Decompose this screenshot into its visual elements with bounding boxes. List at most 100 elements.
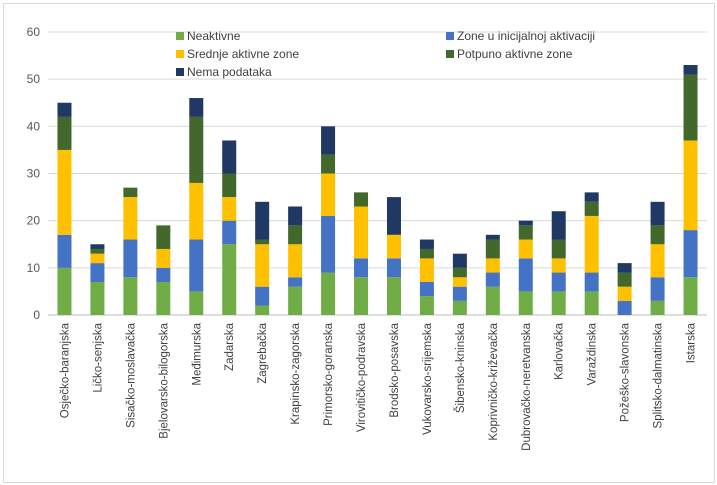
bar-segment	[584, 192, 599, 202]
bar-segment	[584, 291, 599, 315]
legend-swatch	[446, 50, 454, 58]
bar-segment	[617, 272, 632, 287]
x-tick-label: Istarska	[686, 322, 698, 363]
bar-segment	[255, 305, 270, 315]
x-tick-label: Splitsko-dalmatinska	[653, 322, 665, 428]
bar-segment	[354, 192, 369, 207]
bar-segment	[419, 281, 434, 297]
legend-label: Zone u inicijalnoj aktivaciji	[457, 29, 595, 43]
x-tick-label: Dubrovačko-neretvanska	[521, 322, 533, 450]
bar-segment	[419, 239, 434, 249]
bar-segment	[156, 267, 171, 282]
bar-segment	[189, 239, 204, 292]
bar-segment	[650, 201, 665, 226]
x-axis-ticks: Osječko-baranjska Ličko-senjska Sisačko-mo…	[59, 322, 697, 450]
bar-segment	[419, 258, 434, 282]
bar-segment	[518, 225, 533, 240]
bar-segment	[518, 239, 533, 259]
bar-segment	[419, 248, 434, 259]
bar-segment	[485, 286, 500, 315]
x-tick-label: Varaždinska	[587, 322, 599, 385]
bar-segment	[123, 187, 138, 198]
legend-label: Potpuno aktivne zone	[457, 47, 573, 61]
bar-segment	[57, 267, 72, 315]
bar-segment	[288, 244, 303, 278]
x-tick-label: Krapinsko-zagorska	[290, 322, 302, 424]
bar-segment	[288, 277, 303, 287]
bar-segment	[485, 258, 500, 273]
bar-segment	[321, 272, 336, 315]
bar-segment	[551, 291, 566, 315]
legend-swatch	[176, 50, 184, 58]
bar-segment	[90, 244, 105, 249]
bar-segment	[90, 253, 105, 264]
bar-segment	[156, 281, 171, 315]
bar-segment	[189, 182, 204, 240]
bar-segment	[288, 286, 303, 315]
y-tick-label: 50	[27, 72, 41, 86]
bar-segment	[419, 296, 434, 315]
bar-segment	[683, 277, 698, 315]
bar-segment	[683, 74, 698, 141]
bar-segment	[321, 173, 336, 216]
bar-segment	[452, 267, 467, 278]
bar-segment	[222, 197, 237, 221]
bar-segment	[617, 300, 632, 315]
y-tick-label: 40	[27, 119, 41, 133]
bar-segment	[551, 272, 566, 292]
bar-segment	[584, 201, 599, 216]
bar-segment	[650, 277, 665, 301]
x-tick-label: Ličko-senjska	[92, 322, 104, 392]
bar-segment	[288, 206, 303, 226]
bar-segment	[156, 225, 171, 249]
bar-segment	[452, 277, 467, 287]
bar-segment	[584, 215, 599, 273]
bar-segment	[584, 272, 599, 292]
y-axis-ticks: 0 10 20 30 40 50 60	[27, 25, 41, 322]
bar-segment	[617, 286, 632, 301]
bar-segment	[57, 102, 72, 117]
bar-segment	[452, 300, 467, 315]
y-tick-label: 60	[27, 25, 41, 39]
bar-segment	[386, 258, 401, 278]
x-tick-label: Šibensko-kninska	[454, 322, 467, 413]
legend-swatch	[176, 68, 184, 76]
x-tick-label: Brodsko-posavska	[389, 322, 401, 417]
bar-segment	[452, 253, 467, 268]
bar-segment	[222, 220, 237, 245]
bar-segment	[255, 239, 270, 245]
bar-segment	[189, 116, 204, 183]
legend-label: Neaktivne	[187, 29, 241, 43]
bar-segment	[650, 244, 665, 278]
bar-segment	[683, 230, 698, 278]
x-tick-label: Bjelovarsko-bilogorska	[158, 322, 170, 438]
bar-segment	[222, 173, 237, 198]
y-tick-label: 10	[27, 261, 41, 275]
y-tick-label: 0	[33, 308, 40, 322]
x-tick-label: Zadarska	[224, 322, 236, 371]
bar-segment	[386, 234, 401, 259]
gridlines	[48, 31, 707, 316]
bar-segment	[354, 206, 369, 259]
bar-segment	[650, 225, 665, 245]
bar-segment	[354, 258, 369, 278]
legend-swatch	[176, 32, 184, 40]
bar-segment	[321, 215, 336, 273]
y-tick-label: 20	[27, 214, 41, 228]
x-tick-label: Vukovarsko-srijemska	[422, 322, 434, 435]
bar-segment	[90, 281, 105, 315]
bar-segment	[650, 300, 665, 315]
x-tick-label: Požeško-slavonska	[620, 322, 632, 422]
bar-segment	[288, 225, 303, 245]
bar-segment	[57, 116, 72, 150]
bar-segment	[255, 244, 270, 287]
bar-segment	[90, 263, 105, 282]
x-tick-label: Primorsko-goranska	[323, 322, 335, 425]
x-tick-label: Zagrebačka	[257, 322, 269, 383]
bar-segment	[452, 286, 467, 301]
bar-segment	[123, 239, 138, 278]
bar-segment	[683, 140, 698, 231]
bar-segment	[123, 277, 138, 315]
bar-segment	[255, 201, 270, 240]
